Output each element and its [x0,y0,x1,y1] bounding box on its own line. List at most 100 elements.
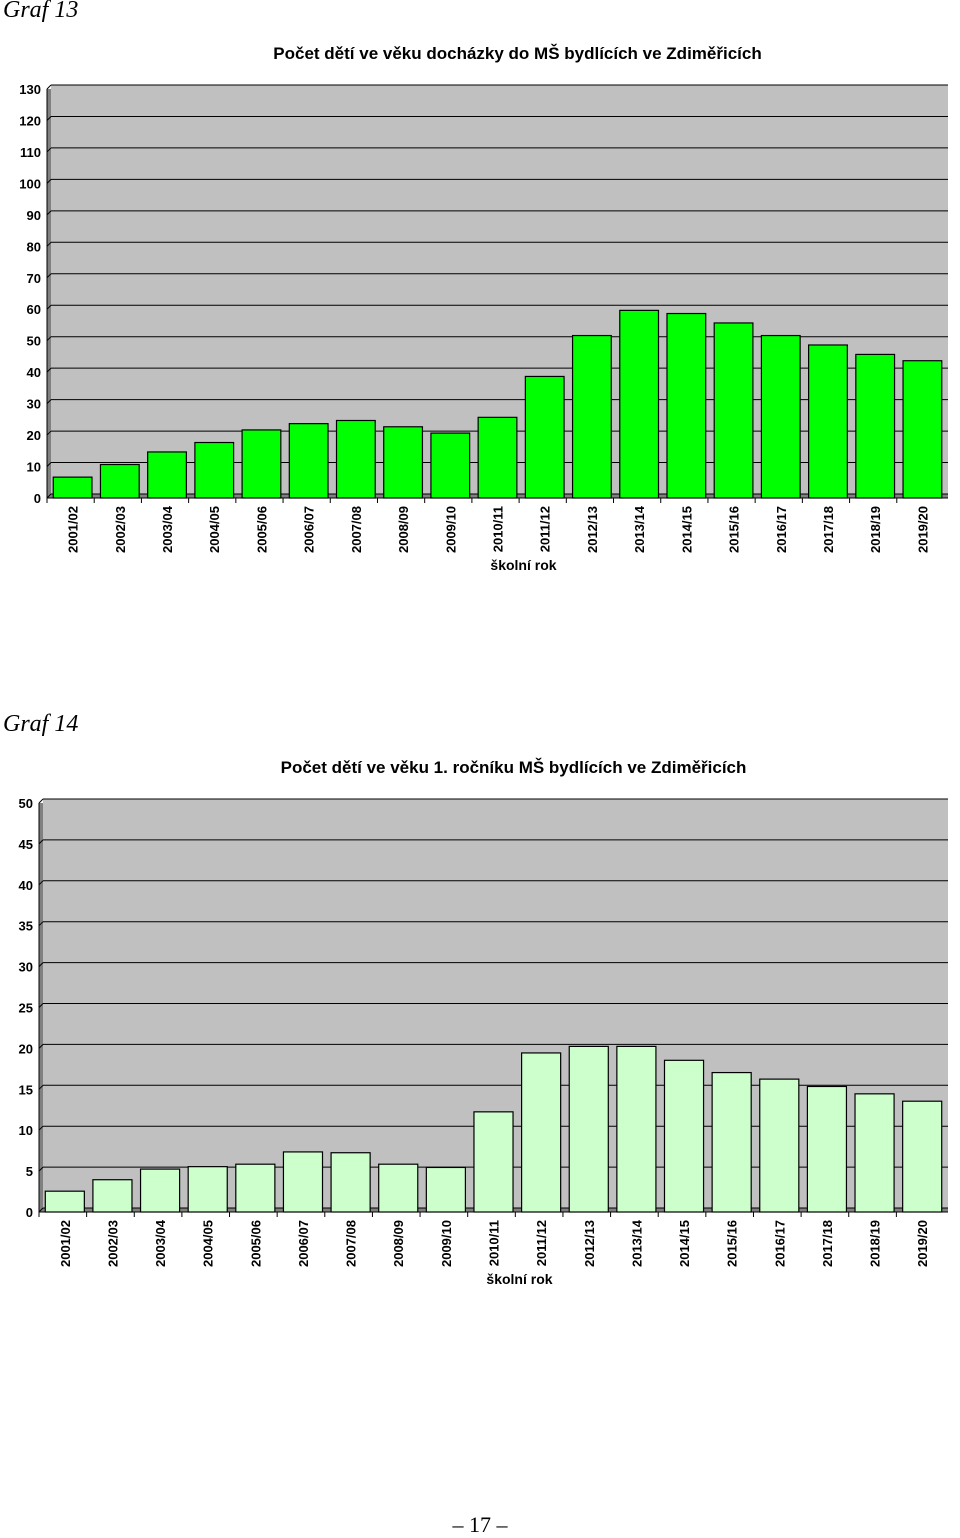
y-tick-label: 80 [27,239,41,254]
gridline-diagonal [46,147,52,153]
gridline-diagonal [46,84,52,90]
y-tick-label: 90 [27,208,41,223]
bar [854,1093,895,1213]
chart-2: Počet dětí ve věku 1. ročníku MŠ bydlící… [19,758,948,1287]
gridline-diagonal [46,210,52,216]
bar [663,1059,705,1213]
bar [806,1085,848,1213]
gridline-diagonal [46,336,52,342]
chart-1: Počet dětí ve věku docházky do MŠ bydlíc… [19,44,948,573]
gridline-diagonal [38,1044,44,1049]
x-tick-label: 2013/14 [632,505,647,553]
gridline-diagonal [46,179,52,184]
y-tick-label: 0 [26,1205,33,1220]
x-tick-label: 2007/08 [344,1220,359,1267]
x-tick-label: 2014/15 [677,1220,692,1267]
bar [568,1045,609,1213]
gridline-diagonal [38,1207,44,1213]
x-tick-label: 2008/09 [391,1220,406,1267]
gridline-diagonal [46,304,52,310]
x-tick-label: 2015/16 [725,1220,740,1267]
x-tick-label: 2010/11 [491,506,506,552]
plot-left-wall [39,803,43,1212]
gridline-diagonal [46,399,52,404]
bar [711,1071,752,1213]
gridline-diagonal [46,493,52,499]
bar [902,1100,943,1213]
x-tick-label: 2009/10 [439,1220,454,1267]
gridline-diagonal [38,1084,44,1090]
chart-title: Počet dětí ve věku docházky do MŠ bydlíc… [273,44,761,63]
bar [139,1168,181,1213]
gridline-diagonal [46,241,52,247]
chart-caption-1: Graf 13 [3,0,79,23]
gridline-diagonal [38,1166,44,1172]
x-tick-label: 2006/07 [302,506,317,553]
x-tick-label: 2016/17 [774,506,789,553]
gridline-diagonal [38,1003,44,1008]
y-tick-label: 110 [20,145,41,160]
y-tick-label: 35 [19,919,33,934]
x-tick-label: 2001/02 [66,506,81,553]
bar [288,423,329,499]
gridline-diagonal [38,798,44,804]
bar [282,1151,324,1213]
gridline-diagonal [38,880,44,886]
bar [92,1179,133,1213]
y-tick-label: 15 [19,1082,33,1097]
y-tick-label: 20 [27,428,41,443]
x-tick-label: 2019/20 [915,506,930,553]
y-tick-label: 30 [27,397,41,412]
x-tick-label: 2009/10 [443,506,458,553]
bar [378,1163,419,1213]
x-tick-label: 2002/03 [105,1220,120,1267]
bar [521,1052,562,1213]
y-tick-label: 50 [19,796,33,811]
x-tick-label: 2017/18 [820,1220,835,1267]
x-tick-label: 2001/02 [58,1220,73,1267]
x-tick-label: 2011/12 [534,1220,549,1266]
y-tick-label: 0 [34,491,41,506]
x-tick-label: 2018/19 [868,506,883,553]
y-tick-label: 100 [19,176,41,191]
x-tick-label: 2018/19 [868,1220,883,1267]
bar [713,322,754,499]
gridline-diagonal [38,839,44,845]
y-tick-label: 10 [27,460,41,475]
y-tick-label: 40 [27,365,41,380]
y-tick-label: 60 [27,302,41,317]
bar [902,360,943,499]
x-tick-label: 2017/18 [821,506,836,553]
bar [759,1078,800,1213]
bar [194,441,235,499]
y-tick-label: 130 [19,82,41,97]
bar [666,312,707,499]
gridline-diagonal [46,430,52,436]
x-tick-label: 2013/14 [629,1219,644,1267]
y-tick-label: 50 [27,334,41,349]
x-tick-label: 2005/06 [248,1220,263,1267]
bar [855,353,896,499]
bar [241,429,282,499]
bar [99,463,140,499]
x-tick-label: 2010/11 [487,1220,502,1266]
y-tick-label: 45 [19,837,33,852]
y-tick-label: 5 [26,1164,33,1179]
gridline-diagonal [46,462,52,467]
page-number: – 17 – [452,1512,508,1537]
bar [235,1163,276,1213]
x-tick-label: 2008/09 [396,506,411,553]
gridline-diagonal [46,367,52,373]
bar [430,432,471,499]
x-tick-label: 2002/03 [113,506,128,553]
gridline-diagonal [46,273,52,279]
y-tick-label: 20 [19,1041,33,1056]
x-tick-label: 2005/06 [254,506,269,553]
bar [619,309,660,499]
gridline-diagonal [38,962,44,967]
bar [383,426,424,499]
x-tick-label: 2019/20 [915,1220,930,1267]
x-tick-label: 2004/05 [207,506,222,553]
y-tick-label: 30 [19,960,33,975]
plot-left-wall [47,89,51,498]
